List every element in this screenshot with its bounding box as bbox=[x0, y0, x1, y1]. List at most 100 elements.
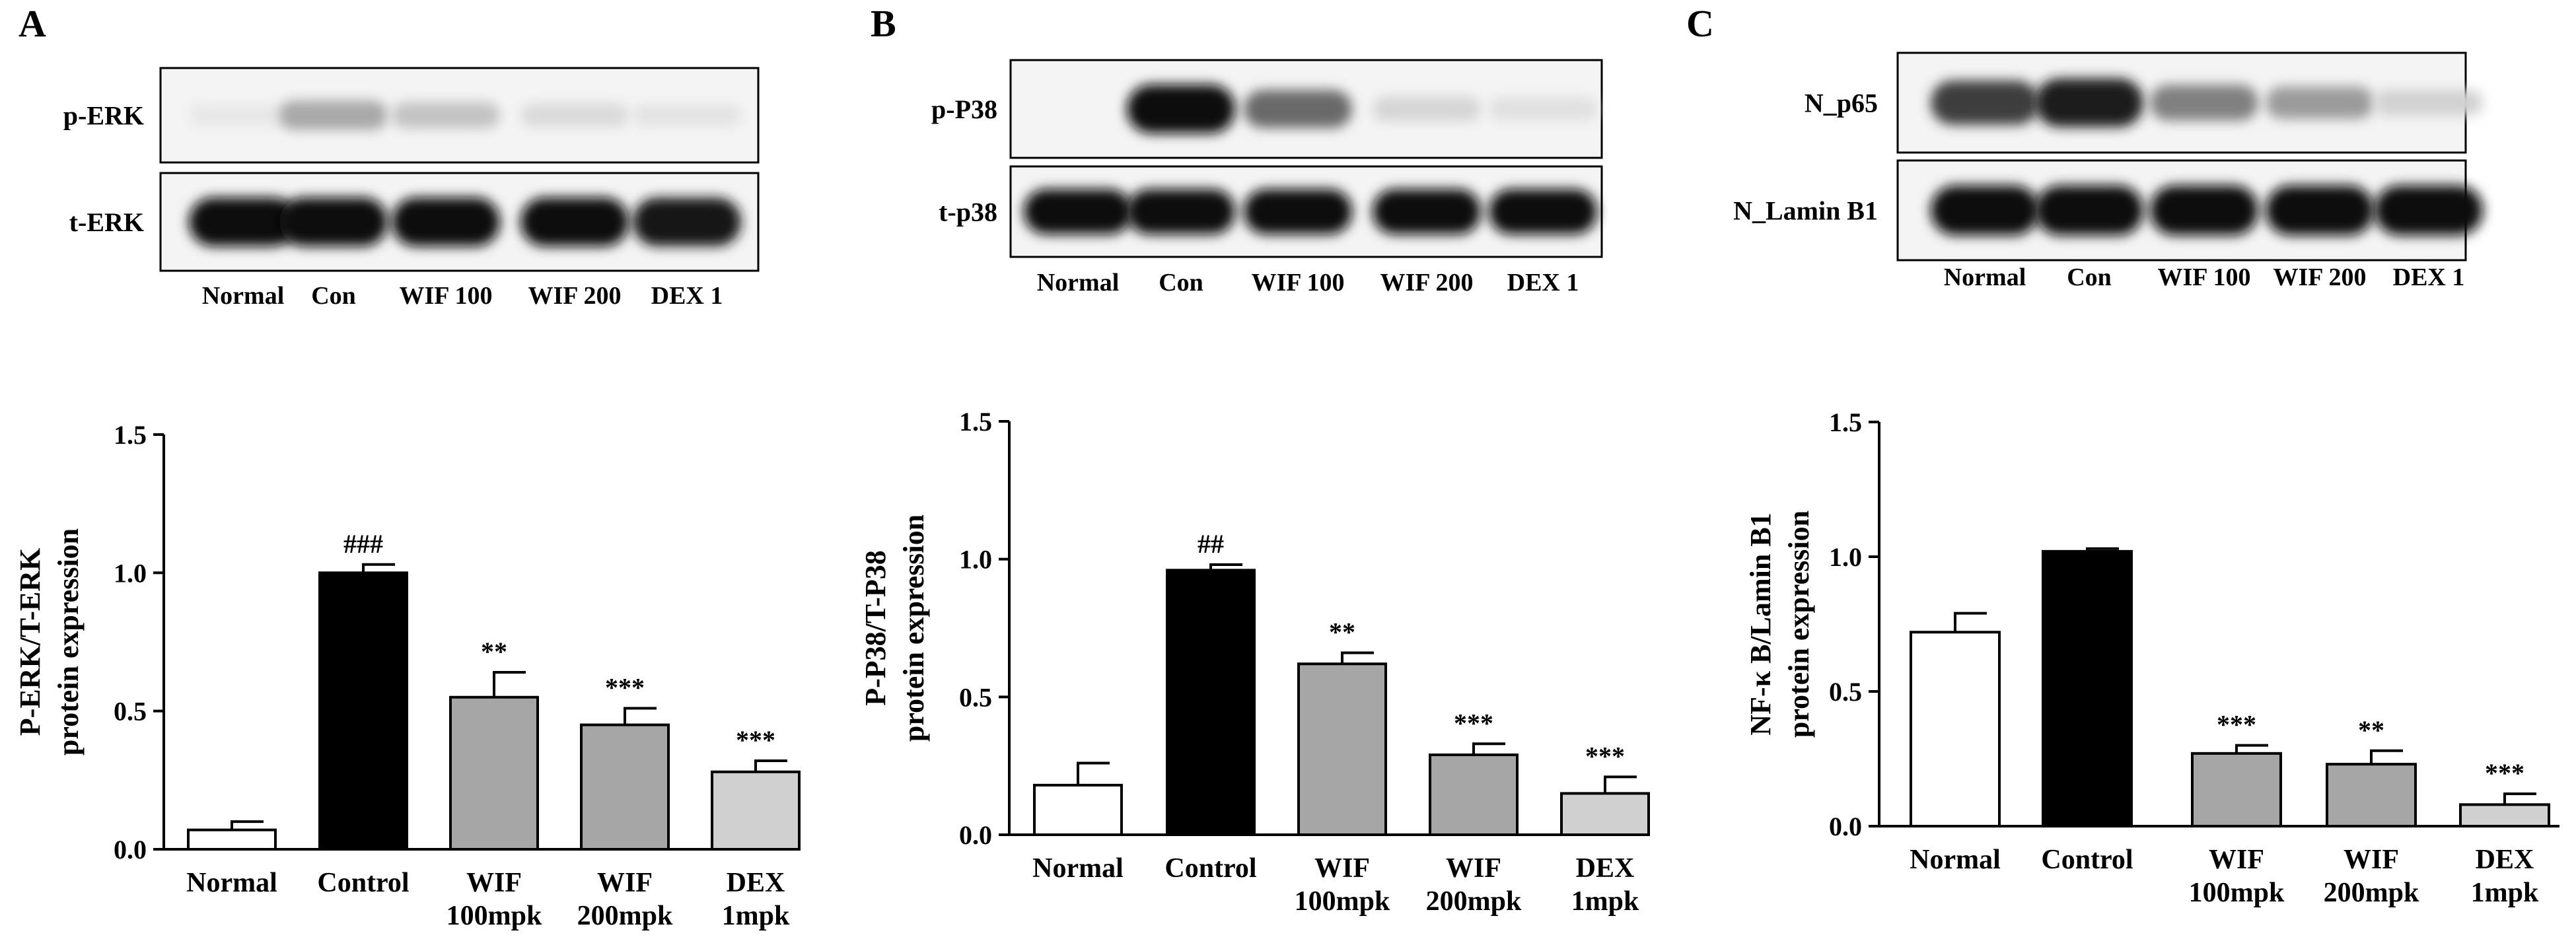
lane-label: Normal bbox=[1037, 269, 1120, 297]
y-axis-label: protein expression bbox=[898, 514, 930, 742]
bar bbox=[187, 828, 277, 851]
y-axis-label: P-P38/T-P38 bbox=[859, 550, 892, 705]
bar bbox=[1166, 569, 1256, 836]
bar bbox=[2191, 752, 2282, 827]
y-tick-label: 0.5 bbox=[114, 697, 147, 726]
x-tick-label: WIF bbox=[597, 868, 653, 898]
x-tick-label: Normal bbox=[186, 868, 277, 898]
blot-row-label: N_p65 bbox=[1805, 88, 1878, 118]
x-tick-label: 200mpk bbox=[1426, 886, 1522, 917]
blot-band bbox=[189, 197, 297, 246]
y-tick-label: 1.0 bbox=[959, 545, 992, 575]
y-tick-label: 1.0 bbox=[1829, 542, 1862, 572]
bar bbox=[449, 695, 539, 851]
x-tick-label: 200mpk bbox=[577, 901, 673, 931]
bar-chart-B: 0.0 0.5 1.0 1.5 P-P38/T-P38 protein expressio… bbox=[859, 407, 1650, 917]
y-tick-label: 0.5 bbox=[959, 682, 992, 712]
y-tick-label: 1.5 bbox=[959, 407, 992, 437]
blot-band bbox=[1931, 185, 2039, 236]
blot-band bbox=[2035, 185, 2143, 236]
blot-band bbox=[2375, 89, 2483, 116]
bar bbox=[711, 770, 801, 851]
blot-row-label: N_Lamin B1 bbox=[1733, 196, 1878, 226]
blot-row-label: t-p38 bbox=[939, 197, 997, 227]
blot-row-label: t-ERK bbox=[69, 207, 144, 237]
bar-chart-A: 0.0 0.5 1.0 1.5 P-ERK/T-ERK protein expressio… bbox=[14, 420, 801, 931]
significance-mark: *** bbox=[2217, 710, 2256, 740]
x-tick-label: 100mpk bbox=[1295, 886, 1390, 917]
y-tick-label: 1.5 bbox=[1829, 407, 1862, 437]
panel-letter: C bbox=[1686, 2, 1714, 45]
x-tick-label: 100mpk bbox=[447, 901, 542, 931]
x-tick-label: 100mpk bbox=[2189, 878, 2285, 908]
blot-band bbox=[279, 100, 388, 130]
x-tick-label: WIF bbox=[1314, 853, 1370, 884]
blot-band bbox=[2266, 86, 2374, 120]
lane-label: WIF 200 bbox=[2273, 264, 2366, 291]
significance-mark: *** bbox=[605, 672, 645, 702]
significance-mark: *** bbox=[1454, 708, 1493, 738]
blot-band bbox=[1489, 189, 1597, 234]
blot-band bbox=[2375, 185, 2483, 236]
x-tick-label: WIF bbox=[2209, 845, 2264, 875]
significance-mark: ### bbox=[343, 529, 383, 559]
blot-row-label: p-ERK bbox=[63, 101, 144, 131]
panel-letter: A bbox=[18, 2, 46, 45]
blot-band bbox=[279, 197, 388, 246]
y-axis-label: NF-κ B/Lamin B1 bbox=[1744, 512, 1777, 735]
significance-mark: ## bbox=[1198, 529, 1224, 559]
bar bbox=[2326, 763, 2417, 828]
bar bbox=[1910, 631, 2001, 827]
lane-label: Con bbox=[2067, 264, 2112, 291]
y-axis-label: protein expression bbox=[1783, 510, 1815, 738]
lane-label: Con bbox=[311, 282, 356, 310]
blot-band bbox=[1489, 97, 1597, 121]
x-tick-label: DEX bbox=[2476, 845, 2534, 875]
lane-label: WIF 200 bbox=[528, 282, 621, 310]
lane-label: WIF 200 bbox=[1380, 269, 1473, 297]
blot-band bbox=[2150, 85, 2258, 121]
x-tick-label: 1mpk bbox=[1571, 886, 1639, 917]
y-tick-label: 0.0 bbox=[959, 820, 992, 850]
bar bbox=[1297, 662, 1387, 837]
blot-band bbox=[2035, 78, 2143, 127]
blot-band bbox=[1373, 96, 1481, 122]
x-tick-label: Normal bbox=[1032, 853, 1124, 884]
lane-label: Normal bbox=[202, 282, 285, 310]
lane-label: Con bbox=[1159, 269, 1203, 297]
blot-band bbox=[1244, 189, 1352, 234]
bar bbox=[580, 723, 670, 851]
x-tick-label: Control bbox=[2041, 845, 2133, 875]
bar bbox=[2042, 549, 2133, 828]
blot-band bbox=[520, 197, 629, 246]
x-tick-label: 1mpk bbox=[722, 901, 790, 931]
blot-row-label: p-P38 bbox=[931, 94, 997, 124]
bar bbox=[318, 571, 408, 851]
blot-band bbox=[2150, 185, 2258, 236]
lane-label: WIF 100 bbox=[399, 282, 492, 310]
bar bbox=[1429, 753, 1519, 837]
y-tick-label: 0.5 bbox=[1829, 677, 1862, 707]
blot-band bbox=[1127, 189, 1235, 234]
lane-label: Normal bbox=[1944, 264, 2026, 291]
y-axis-label: P-ERK/T-ERK bbox=[14, 548, 46, 736]
significance-mark: *** bbox=[2485, 758, 2524, 788]
blot-band bbox=[1931, 80, 2039, 125]
x-tick-label: WIF bbox=[2343, 845, 2399, 875]
significance-mark: ** bbox=[481, 637, 507, 666]
blot-band bbox=[633, 197, 741, 246]
blot-band bbox=[1024, 189, 1132, 234]
x-tick-label: DEX bbox=[727, 868, 785, 898]
lane-label: DEX 1 bbox=[2393, 264, 2465, 291]
y-tick-label: 0.0 bbox=[1829, 812, 1862, 841]
y-axis-label: protein expression bbox=[52, 528, 85, 756]
lane-label: WIF 100 bbox=[2157, 264, 2250, 291]
blot-band bbox=[392, 197, 500, 246]
x-tick-label: 200mpk bbox=[2324, 878, 2419, 908]
blot-band bbox=[2266, 185, 2374, 236]
significance-mark: ** bbox=[2358, 715, 2384, 745]
blot-band bbox=[189, 104, 297, 127]
significance-mark: ** bbox=[1329, 617, 1355, 647]
